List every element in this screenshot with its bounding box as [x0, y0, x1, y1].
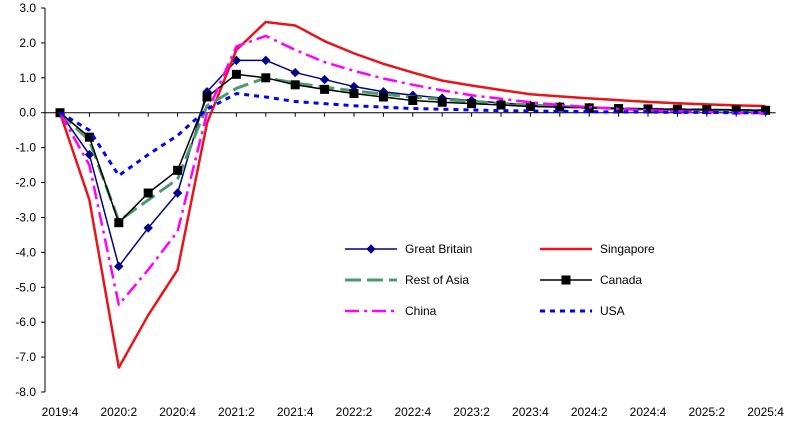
legend-label-china: China: [405, 304, 437, 318]
y-tick-label: -1.0: [15, 141, 36, 155]
data-point-great-britain: [319, 74, 330, 85]
x-tick-label: 2024:2: [571, 405, 608, 419]
legend-label-rest-of-asia: Rest of Asia: [405, 273, 469, 287]
data-point-great-britain: [172, 188, 183, 198]
data-point-great-britain: [143, 223, 153, 233]
x-tick-label: 2019:4: [42, 405, 79, 419]
legend-entry-china: China: [345, 304, 437, 318]
series-line-singapore: [58, 20, 766, 369]
data-point-canada: [555, 102, 565, 112]
data-point-great-britain: [114, 261, 124, 272]
x-tick-label: 2021:4: [277, 405, 314, 419]
y-tick-label: -8.0: [15, 385, 36, 399]
data-point-canada: [173, 165, 183, 175]
series-china: [58, 34, 766, 306]
data-point-canada: [231, 69, 241, 79]
series-singapore: [58, 20, 766, 369]
data-point-canada: [496, 100, 506, 110]
x-tick-label: 2024:4: [630, 405, 667, 419]
y-tick-label: -5.0: [15, 280, 36, 294]
y-tick-label: -3.0: [15, 210, 36, 224]
series-line-usa: [59, 92, 766, 178]
legend-label-canada: Canada: [600, 273, 642, 287]
x-tick-label: 2022:4: [394, 405, 431, 419]
x-tick-label: 2025:2: [688, 405, 725, 419]
x-tick-label: 2022:2: [336, 405, 373, 419]
y-tick-label: 0.0: [19, 106, 36, 120]
data-point-canada: [320, 84, 330, 94]
data-point-canada: [261, 73, 271, 83]
y-tick-label: 1.0: [19, 71, 36, 85]
series-line-china: [58, 34, 766, 306]
y-tick-label: -2.0: [15, 176, 36, 190]
data-point-canada: [437, 97, 447, 107]
data-point-canada: [761, 105, 771, 115]
data-point-canada: [114, 218, 124, 228]
data-point-canada: [202, 92, 212, 102]
data-point-canada: [290, 80, 300, 90]
plot-area: [55, 20, 771, 369]
legend-label-great-britain: Great Britain: [405, 242, 472, 256]
legend: Great Britain Singapore Rest of Asia Canada…: [345, 242, 655, 318]
x-tick-label: 2025:4: [747, 405, 784, 419]
x-tick-label: 2023:4: [512, 405, 549, 419]
legend-entry-canada: Canada: [540, 273, 642, 287]
legend-entry-singapore: Singapore: [540, 242, 655, 256]
data-point-canada: [408, 96, 418, 106]
data-point-great-britain: [290, 67, 300, 78]
data-point-canada: [349, 89, 359, 99]
data-point-canada: [378, 92, 388, 102]
legend-entry-great-britain: Great Britain: [345, 242, 472, 256]
data-point-canada: [143, 188, 153, 198]
data-point-canada: [467, 99, 477, 109]
legend-marker-canada: [561, 275, 571, 285]
y-tick-label: -7.0: [15, 350, 36, 364]
x-tick-label: 2021:2: [218, 405, 255, 419]
legend-label-usa: USA: [600, 304, 625, 318]
data-point-canada: [525, 101, 535, 111]
series-great-britain: [55, 55, 771, 272]
legend-entry-usa: USA: [540, 304, 625, 318]
x-tick-label: 2023:2: [453, 405, 490, 419]
legend-entry-rest-of-asia: Rest of Asia: [345, 273, 469, 287]
y-tick-label: -4.0: [15, 245, 36, 259]
legend-label-singapore: Singapore: [600, 242, 655, 256]
x-tick-label: 2020:2: [100, 405, 137, 419]
y-tick-label: 2.0: [19, 36, 36, 50]
data-point-great-britain: [261, 55, 271, 66]
data-point-great-britain: [84, 149, 95, 160]
x-tick-label: 2020:4: [159, 405, 196, 419]
y-axis-tick-labels: 3.0 2.0 1.0 0.0 -1.0 -2.0 -3.0 -4.0 -5.0 -6.0 -7.0…: [15, 1, 36, 399]
x-axis-tick-labels: 2019:4 2020:2 2020:4 2021:2 2021:4 2022:2 2022…: [42, 405, 785, 419]
y-tick-label: -6.0: [15, 315, 36, 329]
y-tick-label: 3.0: [19, 1, 36, 15]
axes: [41, 7, 776, 393]
series-usa: [59, 92, 766, 178]
legend-marker-great-britain: [366, 244, 376, 254]
